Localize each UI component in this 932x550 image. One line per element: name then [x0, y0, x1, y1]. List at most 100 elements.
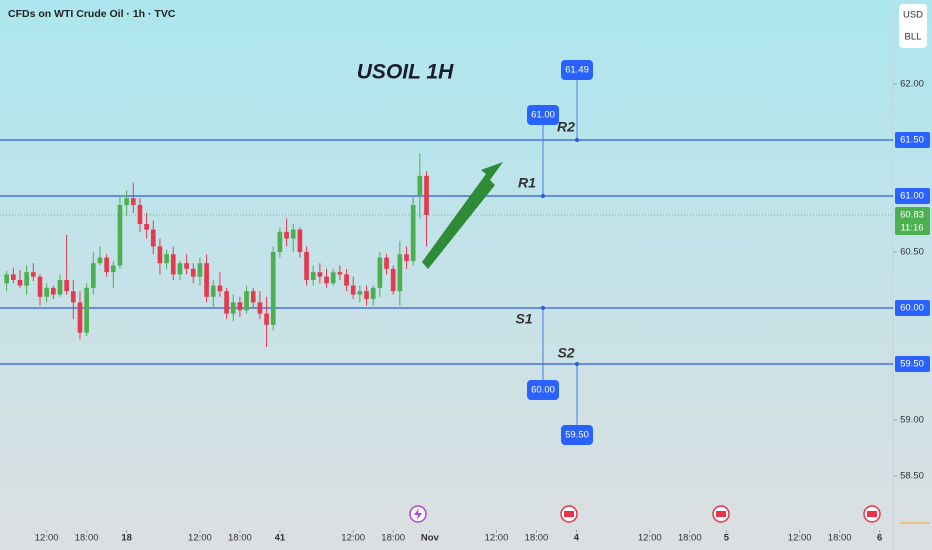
candle-body [364, 291, 369, 300]
candle-body [150, 229, 156, 247]
y-tick-label: 62.00 [900, 79, 924, 90]
target-box [561, 425, 593, 445]
candle-body [210, 285, 216, 297]
candle-body [237, 302, 243, 311]
candle-body [350, 285, 356, 295]
target-box [527, 380, 559, 400]
target-box [527, 105, 559, 125]
candle-body [324, 276, 329, 284]
candle-body [170, 254, 176, 275]
level-tag-label: 61.50 [900, 135, 924, 146]
candle-body [250, 291, 256, 303]
x-tick-label: 12:00 [341, 533, 365, 544]
candle-body [10, 274, 16, 280]
y-tick-label: 60.50 [900, 247, 924, 258]
candle-body [110, 265, 116, 273]
level-anchor [575, 138, 579, 142]
event-icon-glyph [414, 508, 422, 520]
event-icon-glyph [564, 511, 574, 517]
level-tag [895, 356, 930, 372]
candle-body [137, 204, 143, 224]
event-icon-glyph [716, 511, 726, 517]
candle-body [357, 291, 363, 295]
event-icons [409, 505, 881, 523]
candle-body [77, 302, 83, 333]
x-tick-label: Nov [421, 533, 440, 544]
candle-body [104, 257, 109, 273]
x-tick-label: 18 [121, 533, 132, 544]
target-label: 60.00 [531, 385, 555, 396]
event-icon-glyph [867, 511, 877, 517]
candle-body [97, 257, 103, 264]
candle-body [224, 291, 229, 314]
candle-body [304, 252, 309, 280]
candle-body [204, 263, 209, 297]
y-tick-label: 58.50 [900, 471, 924, 482]
x-tick-label: 18:00 [828, 533, 852, 544]
candle-body [410, 204, 416, 261]
candle-body [370, 287, 376, 300]
level-name: R1 [518, 175, 536, 191]
y-tick-label: 59.00 [900, 415, 924, 426]
candle-body [70, 291, 76, 303]
candle-body [297, 229, 303, 252]
x-tick-label: 12:00 [788, 533, 812, 544]
candle-body [64, 280, 69, 292]
candle-body [37, 276, 43, 297]
candle-body [117, 204, 123, 266]
candle-body [270, 252, 276, 325]
candle-body [424, 175, 429, 216]
target-label: 59.50 [565, 430, 589, 441]
last-price-label: 60.83 [900, 210, 924, 221]
candle-body [384, 257, 389, 269]
x-tick-label: 12:00 [485, 533, 509, 544]
candle-body [217, 285, 223, 292]
candle-body [257, 302, 263, 314]
candle-body [264, 313, 269, 325]
candle-body [90, 263, 96, 288]
x-tick-label: 12:00 [188, 533, 212, 544]
level-name: S2 [557, 345, 574, 361]
candle-body [377, 257, 383, 288]
arrow [422, 162, 503, 269]
candle-body [344, 274, 349, 286]
level-name: R2 [557, 119, 575, 135]
target-label: 61.49 [565, 65, 589, 76]
last-price-tag [895, 207, 930, 236]
candle-body [144, 224, 149, 230]
candle-body [24, 272, 29, 286]
candle-body [50, 287, 56, 295]
candle-body [44, 287, 49, 297]
x-tick-label: 12:00 [35, 533, 59, 544]
candle-body [164, 254, 169, 264]
unit-box[interactable] [899, 4, 927, 48]
candle-body [190, 268, 196, 277]
header: CFDs on WTI Crude Oil · 1h · TVC [8, 8, 176, 20]
level-tag [895, 188, 930, 204]
x-tick-label: 18:00 [381, 533, 405, 544]
candle-body [337, 272, 343, 275]
candle-body [17, 280, 23, 286]
level-tag [895, 300, 930, 316]
candle-body [157, 246, 163, 264]
chart-title: USOIL 1H [357, 61, 454, 84]
level-anchor [541, 194, 545, 198]
unit[interactable]: BLL [905, 32, 922, 43]
candle-body [30, 272, 36, 277]
candle-body [317, 272, 323, 277]
level-name: S1 [515, 311, 532, 327]
x-tick-label: 18:00 [525, 533, 549, 544]
level-tag-label: 59.50 [900, 359, 924, 370]
candle-body [84, 287, 89, 333]
candle-body [417, 175, 423, 196]
candle-body [310, 272, 316, 280]
candle-body [177, 263, 183, 275]
currency[interactable]: USD [903, 10, 923, 21]
target-label: 61.00 [531, 110, 555, 121]
candle-body [404, 254, 409, 261]
candle-body [197, 263, 203, 277]
candle-body [330, 272, 336, 284]
